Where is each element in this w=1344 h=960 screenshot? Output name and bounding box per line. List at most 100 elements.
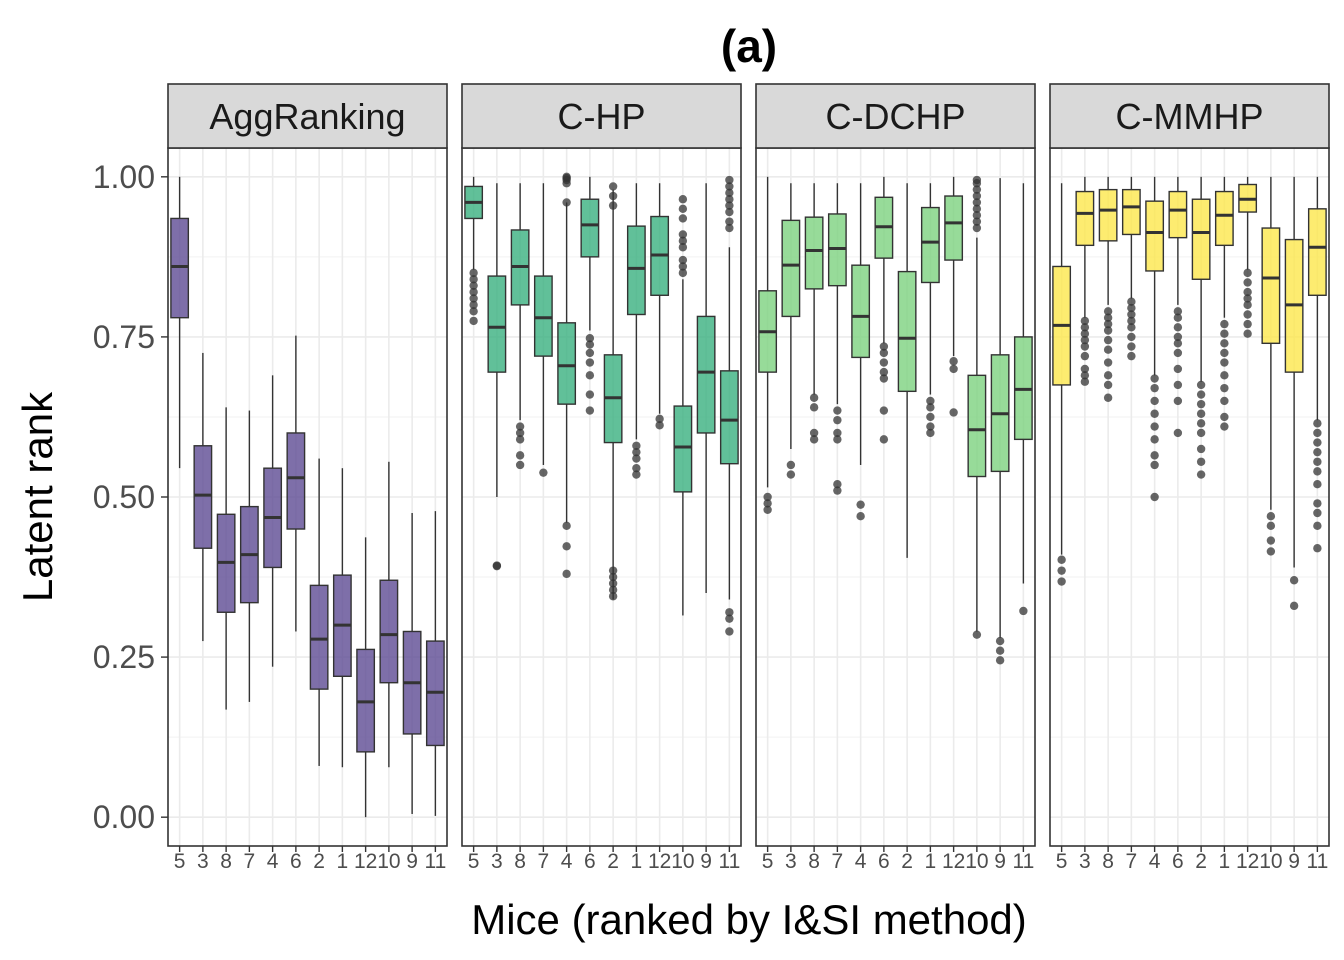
outlier-point <box>1196 444 1206 454</box>
outlier-point <box>1150 492 1159 502</box>
box-body <box>673 405 693 493</box>
y-axis: 0.00 0.25 0.50 0.75 1.00 <box>93 159 168 835</box>
outlier-point <box>1196 380 1206 390</box>
outlier-point <box>678 262 688 271</box>
outlier-point <box>1220 348 1229 358</box>
box-2 <box>1191 176 1211 479</box>
outlier-point <box>1150 451 1159 460</box>
facet-panel: AggRanking 5 3 8 7 4 6 2 1 12 10 9 11 <box>167 83 448 873</box>
box-2 <box>603 182 623 601</box>
box-6 <box>286 335 306 632</box>
outlier-point <box>608 579 618 588</box>
outlier-point <box>1220 319 1229 329</box>
facet-strip-label: C-HP <box>558 96 646 137</box>
x-tick-label: 8 <box>1102 850 1114 873</box>
outlier-point <box>678 268 688 278</box>
outlier-point <box>725 614 734 623</box>
x-tick-label: 5 <box>174 850 186 873</box>
outlier-point <box>786 460 796 470</box>
outlier-point <box>1080 342 1090 351</box>
box-11 <box>1013 183 1033 616</box>
box-8 <box>510 183 530 470</box>
outlier-point <box>1313 447 1322 457</box>
outlier-point <box>469 294 478 303</box>
outlier-point <box>562 521 571 531</box>
outlier-point <box>608 191 618 201</box>
box-body <box>781 219 801 318</box>
outlier-point <box>562 198 571 207</box>
box-10 <box>1261 176 1281 556</box>
outlier-point <box>1266 547 1276 556</box>
x-tick-label: 9 <box>700 850 712 873</box>
outlier-point <box>1313 457 1322 466</box>
box-12 <box>1238 176 1258 338</box>
outlier-point <box>1313 467 1322 476</box>
box-6 <box>874 176 894 444</box>
box-body <box>1191 198 1211 280</box>
outlier-point <box>809 403 819 412</box>
outlier-point <box>1150 396 1159 406</box>
outlier-point <box>469 287 478 297</box>
box-body <box>1307 208 1327 296</box>
facet-strip-label: C-DCHP <box>826 96 966 137</box>
outlier-point <box>856 500 865 509</box>
x-tick-label: 4 <box>1149 850 1161 873</box>
outlier-point <box>469 281 478 290</box>
outlier-point <box>1127 332 1136 342</box>
box-body <box>1098 188 1118 242</box>
outlier-point <box>926 403 935 412</box>
outlier-point <box>1103 393 1113 402</box>
outlier-point <box>1080 377 1090 386</box>
outlier-point <box>879 358 889 367</box>
x-tick-label: 4 <box>855 850 867 873</box>
box-body <box>804 216 824 290</box>
outlier-point <box>1080 371 1090 380</box>
outlier-point <box>585 371 595 380</box>
box-8 <box>1098 176 1118 402</box>
y-tick-label: 0.00 <box>93 799 155 835</box>
y-axis-title: Latent rank <box>14 391 61 602</box>
outlier-point <box>1220 339 1229 348</box>
outlier-point <box>585 390 595 399</box>
box-11 <box>1307 176 1327 553</box>
outlier-point <box>1173 428 1183 438</box>
box-5 <box>170 176 190 469</box>
box-body <box>286 432 306 530</box>
box-7 <box>533 183 553 477</box>
x-tick-label: 10 <box>377 850 400 873</box>
outlier-point <box>1173 332 1183 342</box>
box-7 <box>239 410 259 702</box>
outlier-point <box>1173 313 1183 322</box>
outlier-point <box>926 428 935 438</box>
y-tick-label: 0.25 <box>93 639 155 675</box>
x-tick-label: 1 <box>337 850 349 873</box>
outlier-point <box>655 421 664 430</box>
outlier-point <box>725 175 734 185</box>
outlier-point <box>1196 428 1206 438</box>
outlier-point <box>1313 521 1322 531</box>
chart-title: (a) <box>721 20 777 72</box>
outlier-point <box>949 357 958 366</box>
x-tick-label: 3 <box>1079 850 1091 873</box>
x-tick-label: 7 <box>538 850 550 873</box>
outlier-point <box>1243 300 1252 310</box>
outlier-point <box>1127 297 1136 306</box>
x-tick-label: 6 <box>584 850 596 873</box>
box-body <box>626 225 646 316</box>
outlier-point <box>1057 577 1066 586</box>
outlier-point <box>1103 335 1113 345</box>
outlier-point <box>1103 307 1113 316</box>
box-12 <box>356 537 376 818</box>
outlier-point <box>515 435 525 444</box>
outlier-point <box>1173 396 1183 406</box>
outlier-point <box>833 428 842 438</box>
outlier-point <box>1127 342 1136 351</box>
outlier-point <box>972 191 982 201</box>
outlier-point <box>1173 348 1183 358</box>
outlier-point <box>1173 380 1183 390</box>
x-tick-label: 1 <box>631 850 643 873</box>
outlier-point <box>879 348 889 358</box>
box-3 <box>1075 176 1095 386</box>
box-2 <box>897 183 917 558</box>
outlier-point <box>926 396 935 406</box>
